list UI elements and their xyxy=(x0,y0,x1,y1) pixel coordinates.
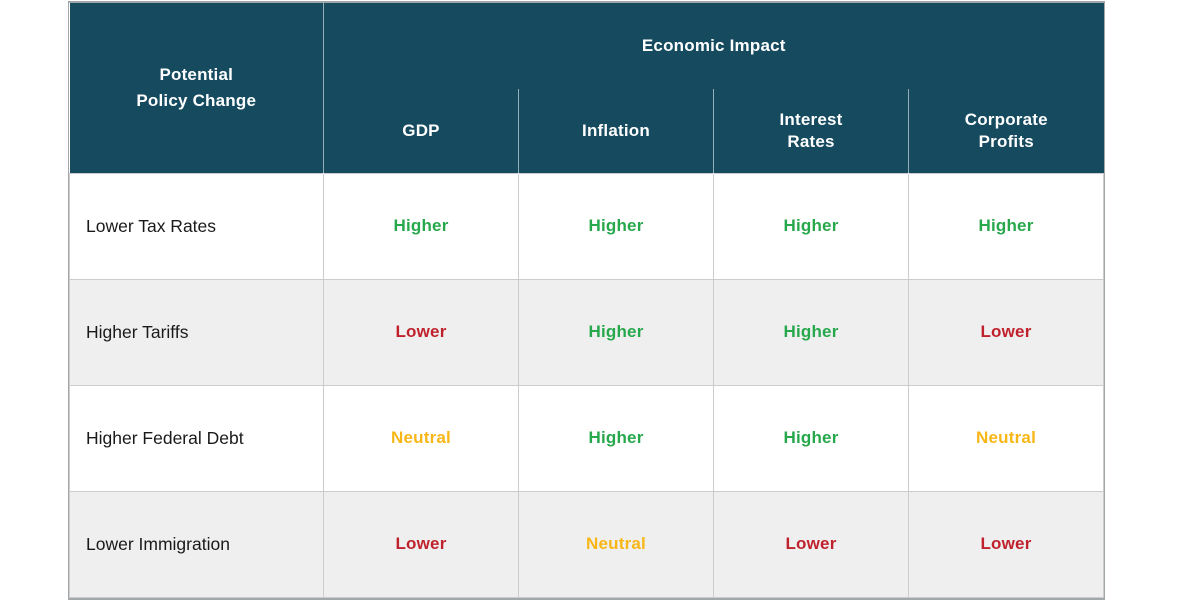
impact-value: Lower xyxy=(395,534,447,553)
impact-value: Higher xyxy=(588,428,644,447)
table-row-higher-federal-debt: Higher Federal Debt Neutral Higher Highe… xyxy=(69,384,1105,492)
impact-value: Lower xyxy=(785,534,837,553)
impact-cell: Higher xyxy=(518,278,714,386)
policy-impact-table-frame: Potential Policy Change Economic Impact … xyxy=(68,1,1106,600)
impact-value: Lower xyxy=(980,322,1032,341)
impact-cell: Lower xyxy=(713,490,909,598)
impact-cell: Lower xyxy=(907,490,1105,598)
impact-value: Higher xyxy=(783,216,839,235)
impact-value: Higher xyxy=(978,216,1034,235)
impact-cell: Higher xyxy=(518,172,714,280)
impact-value: Higher xyxy=(783,428,839,447)
row-label: Higher Federal Debt xyxy=(69,384,324,492)
impact-cell: Neutral xyxy=(323,384,519,492)
impact-value: Higher xyxy=(588,216,644,235)
impact-value: Neutral xyxy=(586,534,646,553)
impact-cell: Higher xyxy=(907,172,1105,280)
column-header-inflation: Inflation xyxy=(518,89,714,173)
row-label: Lower Immigration xyxy=(69,490,324,598)
table-row-lower-immigration: Lower Immigration Lower Neutral Lower Lo… xyxy=(69,490,1105,598)
corner-header-potential-policy-change: Potential Policy Change xyxy=(69,3,324,173)
table-row-lower-tax-rates: Lower Tax Rates Higher Higher Higher Hig… xyxy=(69,172,1105,280)
impact-cell: Higher xyxy=(323,172,519,280)
impact-cell: Lower xyxy=(907,278,1105,386)
impact-value: Lower xyxy=(395,322,447,341)
column-header-corporate-profits: Corporate Profits xyxy=(907,89,1104,173)
impact-cell: Neutral xyxy=(518,490,714,598)
column-header-gdp: GDP xyxy=(323,89,519,173)
impact-value: Neutral xyxy=(391,428,451,447)
row-label: Lower Tax Rates xyxy=(69,172,324,280)
impact-value: Higher xyxy=(588,322,644,341)
impact-value: Neutral xyxy=(976,428,1036,447)
table-row-higher-tariffs: Higher Tariffs Lower Higher Higher Lower xyxy=(69,278,1105,386)
impact-cell: Higher xyxy=(518,384,714,492)
impact-cell: Neutral xyxy=(907,384,1105,492)
impact-cell: Lower xyxy=(323,278,519,386)
policy-impact-table: Potential Policy Change Economic Impact … xyxy=(69,3,1105,598)
impact-value: Higher xyxy=(393,216,449,235)
impact-cell: Higher xyxy=(713,172,909,280)
impact-value: Lower xyxy=(980,534,1032,553)
impact-cell: Higher xyxy=(713,278,909,386)
column-header-interest-rates: Interest Rates xyxy=(713,89,909,173)
row-label: Higher Tariffs xyxy=(69,278,324,386)
impact-value: Higher xyxy=(783,322,839,341)
impact-cell: Higher xyxy=(713,384,909,492)
impact-cell: Lower xyxy=(323,490,519,598)
group-header-economic-impact: Economic Impact xyxy=(323,3,1104,89)
